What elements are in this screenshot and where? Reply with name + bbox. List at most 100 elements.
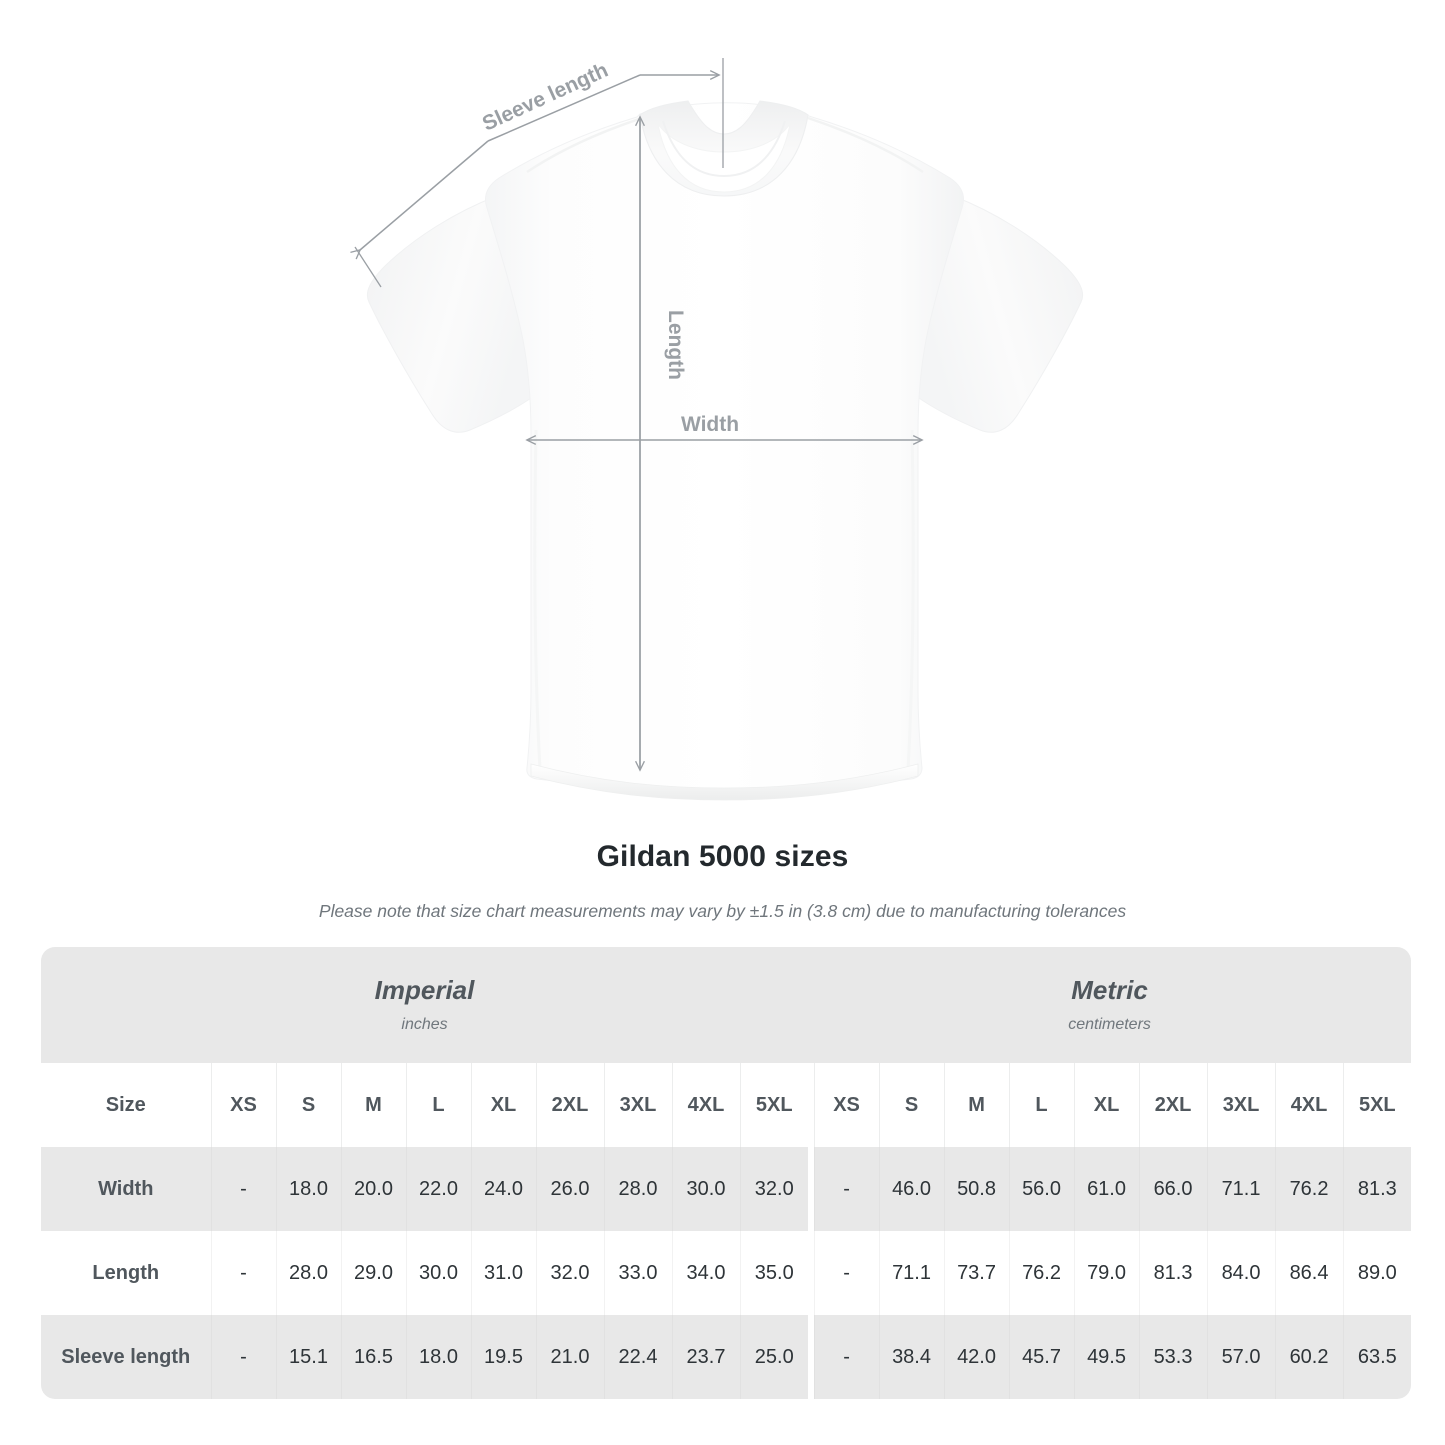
size-col-xs-imperial: XS xyxy=(210,1063,276,1147)
imperial-banner: Imperial inches xyxy=(41,947,809,1063)
size-col-3xl-metric: 3XL xyxy=(1206,1063,1276,1147)
cell-length-metric-xs: - xyxy=(813,1231,880,1315)
cell-sleeve-imperial-4xl: 23.7 xyxy=(671,1315,740,1399)
sleeve-length-dimension xyxy=(355,58,724,288)
cell-sleeve-metric-4xl: 60.2 xyxy=(1274,1315,1344,1399)
cell-length-imperial-xs: - xyxy=(210,1231,276,1315)
page-title: Gildan 5000 sizes xyxy=(596,840,849,873)
cell-length-metric-4xl: 86.4 xyxy=(1274,1231,1344,1315)
cell-length-metric-2xl: 81.3 xyxy=(1138,1231,1208,1315)
cell-width-metric-5xl: 81.3 xyxy=(1342,1147,1412,1231)
size-header-row: Size XS S M L XL 2XL 3XL 4XL 5XL XS S M … xyxy=(41,1063,1412,1147)
size-col-3xl-imperial: 3XL xyxy=(603,1063,672,1147)
section-gap xyxy=(808,1147,815,1231)
metric-banner: Metric centimeters xyxy=(808,947,1412,1063)
cell-length-imperial-l: 30.0 xyxy=(405,1231,471,1315)
size-col-2xl-imperial: 2XL xyxy=(535,1063,604,1147)
cell-width-metric-3xl: 71.1 xyxy=(1206,1147,1276,1231)
tshirt-body xyxy=(366,100,1084,801)
cell-sleeve-metric-m: 42.0 xyxy=(943,1315,1010,1399)
size-col-l-metric: L xyxy=(1008,1063,1075,1147)
cell-width-imperial-xl: 24.0 xyxy=(470,1147,536,1231)
size-col-l-imperial: L xyxy=(405,1063,471,1147)
cell-sleeve-imperial-5xl: 25.0 xyxy=(739,1315,809,1399)
cell-length-imperial-4xl: 34.0 xyxy=(671,1231,740,1315)
size-col-xs-metric: XS xyxy=(813,1063,880,1147)
cell-sleeve-metric-s: 38.4 xyxy=(878,1315,945,1399)
cell-sleeve-imperial-xs: - xyxy=(210,1315,276,1399)
size-col-4xl-imperial: 4XL xyxy=(671,1063,740,1147)
cell-width-metric-xs: - xyxy=(813,1147,880,1231)
cell-width-metric-m: 50.8 xyxy=(943,1147,1010,1231)
row-label-length: Length xyxy=(41,1231,211,1315)
cell-sleeve-metric-5xl: 63.5 xyxy=(1342,1315,1412,1399)
cell-width-imperial-s: 18.0 xyxy=(275,1147,341,1231)
cell-sleeve-imperial-m: 16.5 xyxy=(340,1315,406,1399)
size-chart-table: Imperial inches Metric centimeters Size … xyxy=(41,947,1412,1399)
metric-label: Metric xyxy=(1071,974,1148,1005)
cell-length-metric-5xl: 89.0 xyxy=(1342,1231,1412,1315)
cell-width-metric-4xl: 76.2 xyxy=(1274,1147,1344,1231)
cell-length-imperial-3xl: 33.0 xyxy=(603,1231,672,1315)
chart-header: Gildan 5000 sizes Please note that size … xyxy=(0,838,1445,923)
cell-length-imperial-s: 28.0 xyxy=(275,1231,341,1315)
cell-length-imperial-2xl: 32.0 xyxy=(535,1231,604,1315)
cell-sleeve-metric-xl: 49.5 xyxy=(1073,1315,1140,1399)
tshirt-diagram: Sleeve length Length Width xyxy=(0,58,1084,801)
table-row-width: Width - 18.0 20.0 22.0 24.0 26.0 28.0 30… xyxy=(41,1147,1412,1231)
cell-width-metric-s: 46.0 xyxy=(878,1147,945,1231)
section-gap xyxy=(808,1315,815,1399)
cell-length-metric-l: 76.2 xyxy=(1008,1231,1075,1315)
cell-length-metric-xl: 79.0 xyxy=(1073,1231,1140,1315)
cell-width-imperial-4xl: 30.0 xyxy=(671,1147,740,1231)
size-col-5xl-imperial: 5XL xyxy=(739,1063,809,1147)
cell-width-metric-l: 56.0 xyxy=(1008,1147,1075,1231)
cell-width-imperial-m: 20.0 xyxy=(340,1147,406,1231)
length-label: Length xyxy=(664,310,687,380)
cell-sleeve-imperial-s: 15.1 xyxy=(275,1315,341,1399)
width-label: Width xyxy=(681,413,739,436)
imperial-label: Imperial xyxy=(374,974,475,1005)
cell-length-metric-s: 71.1 xyxy=(878,1231,945,1315)
cell-width-imperial-xs: - xyxy=(210,1147,276,1231)
unit-banner-row: Imperial inches Metric centimeters xyxy=(41,947,1412,1063)
cell-length-imperial-xl: 31.0 xyxy=(470,1231,536,1315)
cell-sleeve-metric-3xl: 57.0 xyxy=(1206,1315,1276,1399)
cell-length-imperial-m: 29.0 xyxy=(340,1231,406,1315)
section-gap xyxy=(808,1231,815,1315)
size-col-m-imperial: M xyxy=(340,1063,406,1147)
table-row-length: Length - 28.0 29.0 30.0 31.0 32.0 33.0 3… xyxy=(41,1231,1412,1315)
cell-length-imperial-5xl: 35.0 xyxy=(739,1231,809,1315)
size-col-m-metric: M xyxy=(943,1063,1010,1147)
section-gap xyxy=(808,1063,815,1147)
size-header-cell: Size xyxy=(41,1063,211,1147)
metric-unit: centimeters xyxy=(1068,1015,1151,1033)
cell-width-imperial-5xl: 32.0 xyxy=(739,1147,809,1231)
sleeve-length-label: Sleeve length xyxy=(479,59,612,136)
size-chart-table-container: Imperial inches Metric centimeters Size … xyxy=(41,947,1412,1399)
size-col-5xl-metric: 5XL xyxy=(1342,1063,1412,1147)
row-label-sleeve-length: Sleeve length xyxy=(41,1315,211,1399)
tshirt-illustration: Sleeve length Length Width xyxy=(0,58,1084,801)
imperial-unit: inches xyxy=(401,1015,448,1033)
cell-sleeve-imperial-2xl: 21.0 xyxy=(535,1315,604,1399)
table-row-sleeve-length: Sleeve length - 15.1 16.5 18.0 19.5 21.0… xyxy=(41,1315,1412,1399)
size-col-xl-metric: XL xyxy=(1073,1063,1140,1147)
cell-width-metric-2xl: 66.0 xyxy=(1138,1147,1208,1231)
cell-width-imperial-l: 22.0 xyxy=(405,1147,471,1231)
cell-length-metric-m: 73.7 xyxy=(943,1231,1010,1315)
cell-sleeve-metric-2xl: 53.3 xyxy=(1138,1315,1208,1399)
cell-width-imperial-2xl: 26.0 xyxy=(535,1147,604,1231)
size-col-s-imperial: S xyxy=(275,1063,341,1147)
cell-length-metric-3xl: 84.0 xyxy=(1206,1231,1276,1315)
cell-sleeve-metric-l: 45.7 xyxy=(1008,1315,1075,1399)
cell-width-metric-xl: 61.0 xyxy=(1073,1147,1140,1231)
size-col-s-metric: S xyxy=(878,1063,945,1147)
size-col-2xl-metric: 2XL xyxy=(1138,1063,1208,1147)
cell-sleeve-metric-xs: - xyxy=(813,1315,880,1399)
size-col-xl-imperial: XL xyxy=(470,1063,536,1147)
cell-sleeve-imperial-3xl: 22.4 xyxy=(603,1315,672,1399)
cell-sleeve-imperial-xl: 19.5 xyxy=(470,1315,536,1399)
cell-sleeve-imperial-l: 18.0 xyxy=(405,1315,471,1399)
size-col-4xl-metric: 4XL xyxy=(1274,1063,1344,1147)
